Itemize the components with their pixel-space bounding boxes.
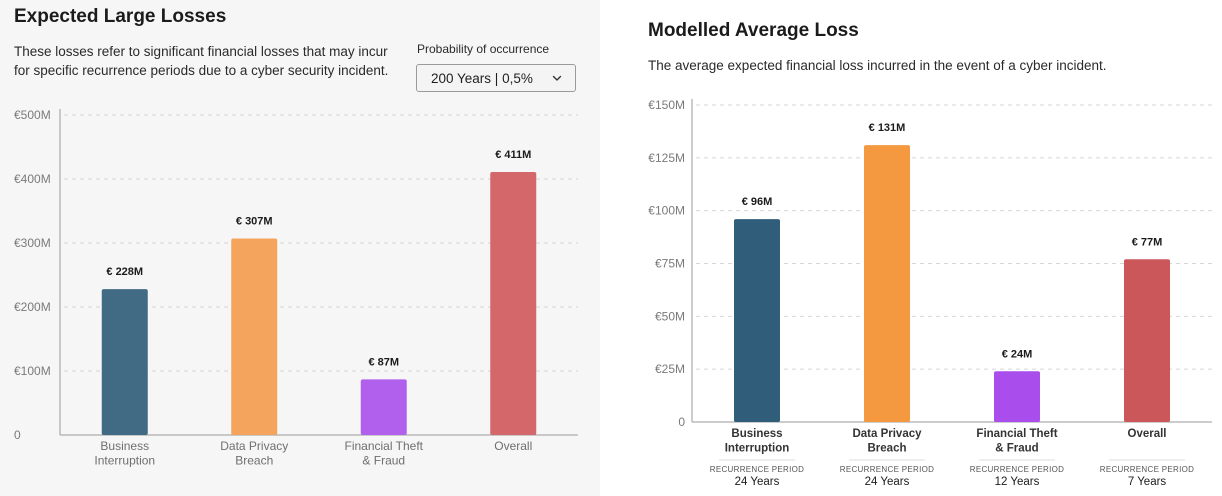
y-tick-label: €400M — [14, 172, 51, 186]
probability-dropdown-value: 200 Years | 0,5% — [431, 70, 533, 86]
expected-large-losses-description-line-2: for specific recurrence periods due to a… — [14, 63, 389, 78]
x-tick-label: Business — [100, 439, 149, 453]
data-label: € 96M — [742, 196, 773, 208]
recurrence-period-value: 12 Years — [995, 476, 1040, 488]
bar — [864, 145, 910, 423]
probability-label: Probability of occurrence — [417, 42, 550, 56]
y-tick-label: €100M — [648, 204, 685, 218]
data-label: € 411M — [495, 149, 531, 161]
bar — [734, 219, 780, 422]
recurrence-period-label: RECURRENCE PERIOD — [970, 465, 1064, 474]
modelled-average-loss-panel: Modelled Average Loss The average expect… — [612, 0, 1222, 496]
bar — [1124, 259, 1170, 422]
expected-large-losses-description-line-1: These losses refer to significant financ… — [14, 44, 388, 59]
bar — [231, 238, 278, 435]
bar — [490, 171, 537, 435]
data-label: € 24M — [1002, 348, 1033, 360]
recurrence-period-value: 24 Years — [865, 476, 910, 488]
x-tick-label: Financial Theft — [345, 439, 424, 453]
y-tick-label: 0 — [14, 428, 21, 442]
x-tick-label: Breach — [235, 454, 273, 468]
expected-large-losses-chart: 0 €100M €200M €300M €400M €500M € 228M Business… — [14, 108, 578, 468]
expected-large-losses-panel: Expected Large Losses These losses refer… — [0, 0, 600, 496]
y-tick-label: €100M — [14, 364, 51, 378]
data-label: € 228M — [106, 266, 143, 278]
bar — [101, 289, 148, 435]
chevron-down-icon — [552, 75, 562, 81]
data-label: € 77M — [1132, 236, 1163, 248]
x-tick-label: Overall — [1128, 428, 1167, 440]
x-tick-label: Business — [731, 428, 782, 440]
x-tick-label: & Fraud — [362, 454, 405, 468]
x-tick-label: Data Privacy — [852, 428, 922, 440]
y-tick-label: €300M — [14, 236, 51, 250]
modelled-average-loss-description: The average expected financial loss incu… — [648, 58, 1107, 73]
x-tick-label: Interruption — [725, 443, 790, 455]
y-tick-label: €150M — [648, 98, 685, 112]
expected-large-losses-title: Expected Large Losses — [14, 6, 227, 27]
recurrence-period-label: RECURRENCE PERIOD — [1100, 465, 1194, 474]
data-label: € 131M — [869, 122, 906, 134]
bar — [360, 379, 407, 435]
recurrence-period-label: RECURRENCE PERIOD — [710, 465, 804, 474]
recurrence-period-value: 7 Years — [1128, 476, 1167, 488]
x-tick-label: Breach — [868, 443, 907, 455]
y-tick-label: €50M — [655, 309, 685, 323]
x-tick-label: Financial Theft — [976, 428, 1057, 440]
y-tick-label: €125M — [648, 151, 685, 165]
x-tick-label: Data Privacy — [220, 439, 288, 453]
bar — [994, 371, 1040, 422]
y-tick-label: €25M — [655, 362, 685, 376]
modelled-average-loss-chart: 0 €25M €50M €75M €100M €125M €150M € 96M Busines… — [648, 98, 1212, 488]
y-tick-label: €200M — [14, 300, 51, 314]
recurrence-period-value: 24 Years — [735, 476, 780, 488]
y-tick-label: 0 — [678, 415, 685, 429]
y-tick-label: €500M — [14, 108, 51, 122]
data-label: € 307M — [236, 216, 273, 228]
x-tick-label: Interruption — [94, 454, 155, 468]
x-tick-label: & Fraud — [995, 443, 1038, 455]
x-tick-label: Overall — [494, 439, 532, 453]
probability-dropdown[interactable]: 200 Years | 0,5% — [416, 64, 576, 92]
recurrence-period-label: RECURRENCE PERIOD — [840, 465, 934, 474]
y-tick-label: €75M — [655, 257, 685, 271]
data-label: € 87M — [368, 356, 399, 368]
modelled-average-loss-title: Modelled Average Loss — [648, 20, 859, 41]
